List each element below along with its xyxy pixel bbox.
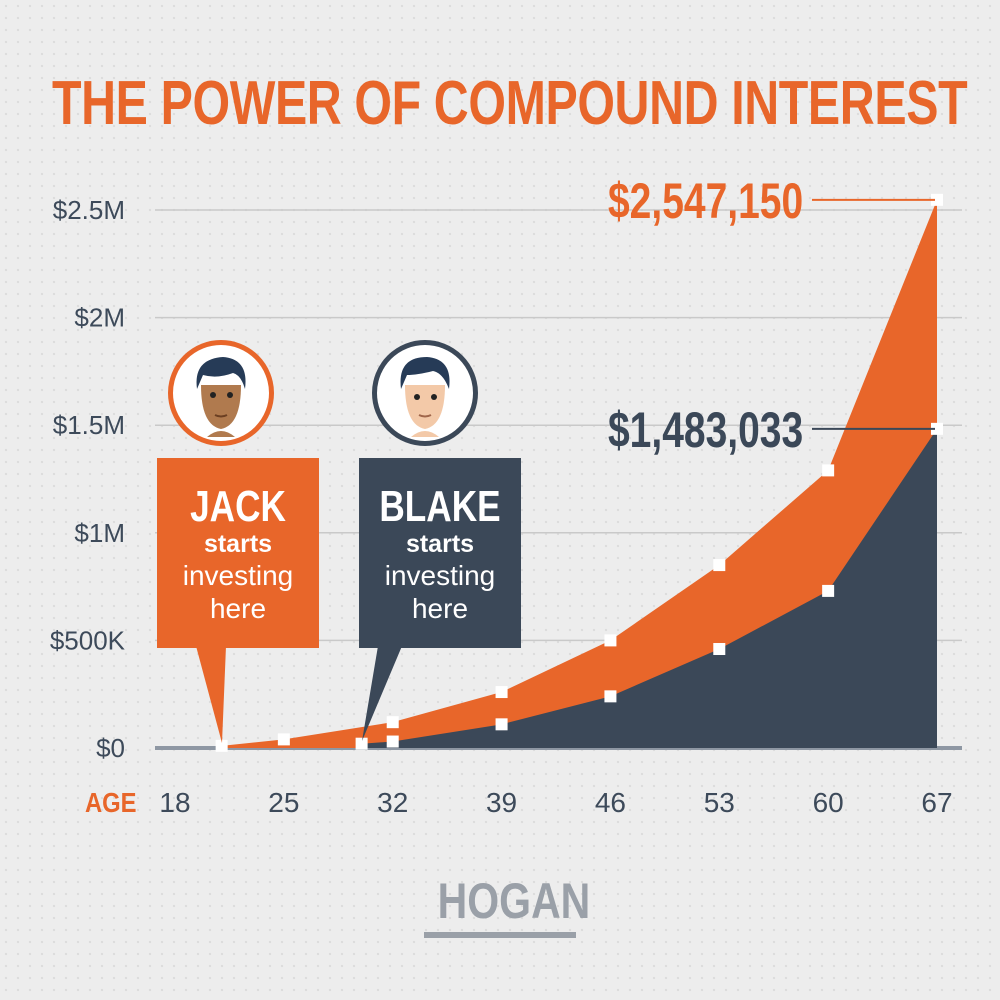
x-tick-label: 60 <box>813 787 844 818</box>
data-point <box>495 718 508 731</box>
y-tick-label: $1M <box>74 518 125 548</box>
jack-avatar-icon <box>168 340 274 446</box>
x-tick-label: 18 <box>159 787 190 818</box>
data-point <box>215 739 228 752</box>
callout-text: starts <box>405 530 475 558</box>
data-point <box>495 686 508 699</box>
hogan-logo: HOGAN <box>424 872 591 938</box>
data-point <box>604 690 617 703</box>
data-point <box>822 584 835 597</box>
x-tick-label: 67 <box>921 787 952 818</box>
x-tick-label: 32 <box>377 787 408 818</box>
data-point <box>604 634 617 647</box>
x-tick-label: 46 <box>595 787 626 818</box>
jack-callout: JACK starts investing here <box>157 458 319 648</box>
data-point <box>931 193 943 206</box>
y-tick-label: $2.5M <box>53 195 125 225</box>
callout-text: starts <box>203 530 273 558</box>
final-value-label: $1,483,033 <box>608 401 803 458</box>
y-tick-label: $1.5M <box>53 410 125 440</box>
logo-text: HOGAN <box>437 873 591 929</box>
data-point <box>713 559 726 572</box>
data-point <box>386 735 399 748</box>
data-point <box>355 737 368 750</box>
data-point <box>822 464 835 477</box>
y-tick-label: $2M <box>74 303 125 333</box>
x-axis-label: AGE <box>85 786 137 818</box>
blake-avatar-icon <box>372 340 478 446</box>
jack-area <box>221 199 937 748</box>
y-tick-label: $500K <box>50 625 126 655</box>
callout-name: BLAKE <box>379 482 501 531</box>
final-value-label: $2,547,150 <box>608 172 803 229</box>
x-tick-label: 53 <box>704 787 735 818</box>
data-point <box>931 422 943 435</box>
data-point <box>277 733 290 746</box>
page-title: THE POWER OF COMPOUND INTEREST <box>52 69 968 138</box>
callout-text: investing <box>182 560 294 591</box>
data-point <box>713 643 726 656</box>
callout-text: here <box>411 593 469 624</box>
blake-area <box>361 428 937 748</box>
x-tick-label: 39 <box>486 787 517 818</box>
x-tick-label: 25 <box>268 787 299 818</box>
blake-callout: BLAKE starts investing here <box>359 458 521 648</box>
callout-text: investing <box>384 560 496 591</box>
y-tick-label: $0 <box>96 733 125 763</box>
callout-name: JACK <box>190 482 286 531</box>
data-point <box>386 716 399 729</box>
callout-text: here <box>209 593 267 624</box>
